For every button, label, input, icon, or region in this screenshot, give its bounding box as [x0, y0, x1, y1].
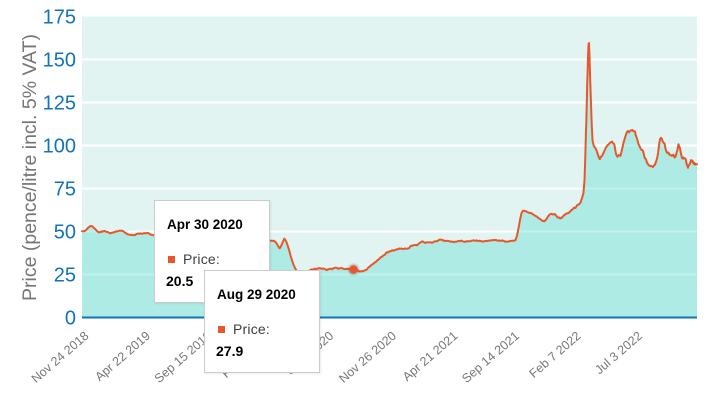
svg-text:75: 75 — [54, 179, 76, 201]
svg-text:100: 100 — [43, 136, 76, 158]
svg-text:Price (pence/litre incl. 5% VA: Price (pence/litre incl. 5% VAT) — [19, 34, 41, 301]
svg-text:0: 0 — [65, 308, 76, 330]
svg-text:Sep 14 2021: Sep 14 2021 — [459, 329, 522, 386]
svg-text:Apr 21 2021: Apr 21 2021 — [400, 329, 461, 384]
svg-text:Nov 26 2020: Nov 26 2020 — [336, 329, 399, 386]
svg-text:125: 125 — [43, 93, 76, 115]
svg-text:Jul 3 2022: Jul 3 2022 — [592, 329, 645, 377]
svg-text:25: 25 — [54, 265, 76, 287]
svg-text:Apr 22 2019: Apr 22 2019 — [92, 329, 153, 384]
svg-text:150: 150 — [43, 50, 76, 72]
svg-text:Feb 7 2022: Feb 7 2022 — [527, 329, 584, 381]
svg-text:50: 50 — [54, 222, 76, 244]
svg-text:175: 175 — [43, 7, 76, 29]
svg-text:Nov 24 2018: Nov 24 2018 — [29, 329, 92, 386]
